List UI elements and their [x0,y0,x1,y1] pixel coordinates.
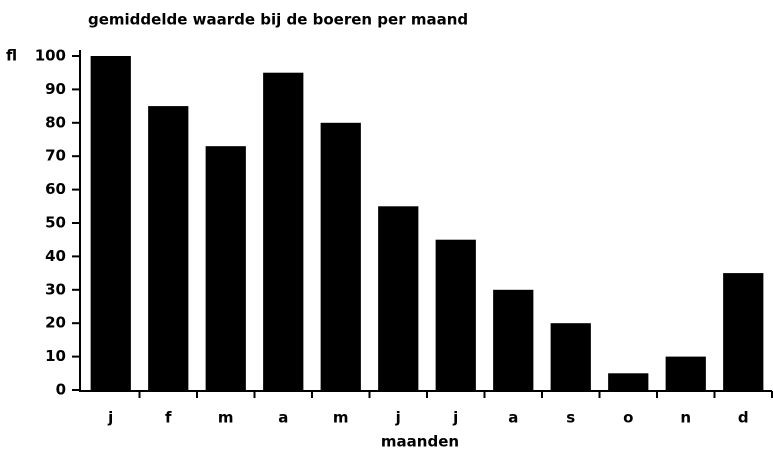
y-tick-label: 70 [45,147,66,165]
x-tick-label: a [508,409,518,427]
y-tick-label: 0 [56,381,66,399]
x-tick-label: j [395,409,401,427]
x-tick-label: s [566,409,575,427]
y-tick-label: 40 [45,247,66,265]
x-tick-label: m [333,409,349,427]
y-tick-label: 30 [45,280,66,298]
bar [148,106,189,390]
y-tick-label: 80 [45,113,66,131]
y-tick-label: 100 [35,47,66,65]
x-tick-label: d [738,409,749,427]
bar [723,273,764,390]
x-tick-label: o [623,409,633,427]
y-tick-label: 90 [45,80,66,98]
x-tick-label: m [218,409,234,427]
bar [90,56,131,390]
y-tick-label: 60 [45,180,66,198]
x-tick-label: n [680,409,691,427]
bar [378,206,419,390]
x-tick-label: f [165,409,172,427]
bar [665,356,706,390]
y-tick-label: 20 [45,314,66,332]
x-axis-label: maanden [381,433,459,451]
x-tick-label: j [452,409,458,427]
chart-title: gemiddelde waarde bij de boeren per maan… [88,11,468,29]
bar [435,239,476,390]
bar [263,72,304,390]
y-tick-label: 10 [45,347,66,365]
bar [493,289,534,390]
y-axis-label: fl [6,47,17,65]
bar [205,146,246,390]
bar [550,323,591,390]
x-tick-label: j [107,409,113,427]
bar [320,122,361,391]
bar [608,373,649,390]
x-tick-label: a [278,409,288,427]
y-tick-label: 50 [45,214,66,232]
